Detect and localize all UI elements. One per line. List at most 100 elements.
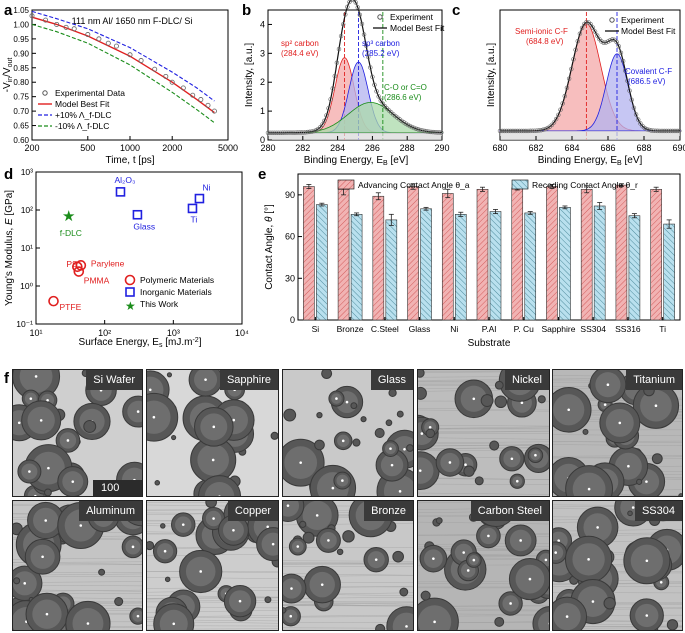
chart-b-exp-point <box>349 0 354 2</box>
droplet <box>406 444 413 452</box>
chart-c-exp-point <box>556 112 561 118</box>
chart-c: 680 682 684 686 688 690 Binding Energy, EB [e… <box>486 9 685 167</box>
droplet-highlight <box>390 463 394 467</box>
micrograph-glass: Glass <box>282 369 414 497</box>
chart-c-baseline <box>500 130 680 140</box>
chart-c-exp-point <box>584 20 589 25</box>
surface-scratch <box>418 430 549 433</box>
chart-c-exp-point <box>532 128 537 133</box>
chart-a-xtick-label: 200 <box>24 143 39 153</box>
droplet-core <box>538 611 549 630</box>
droplet-highlight <box>204 378 207 381</box>
legend-d-this: This Work <box>140 299 179 309</box>
chart-c-exp-point <box>553 116 559 122</box>
droplet-highlight <box>163 549 167 553</box>
droplet-highlight <box>199 570 202 573</box>
surface-scratch <box>418 426 549 429</box>
chart-d-point-inorganic <box>187 203 198 214</box>
surface-scratch <box>283 605 413 607</box>
droplet <box>160 523 166 529</box>
chart-b-exp-point <box>305 129 310 135</box>
chart-e-xtick-label: P.Al <box>482 324 497 334</box>
legend-b-exp: Experiment <box>390 12 434 22</box>
chart-a-data-point <box>96 36 102 42</box>
droplet <box>636 478 643 485</box>
surface-scratch <box>147 595 278 598</box>
chart-e-bar-receding <box>628 215 641 321</box>
chart-e-bar-advancing <box>337 188 350 321</box>
chart-b-exp-point <box>284 130 289 135</box>
chart-e-bar-advancing <box>441 193 454 321</box>
chart-c-xlabel: Binding Energy, EB [eV] <box>538 155 643 167</box>
droplet-highlight <box>464 463 467 467</box>
chart-c-exp-point <box>629 97 634 103</box>
chart-c-annot-cov: Covalent C-F (686.5 eV) <box>625 67 672 86</box>
chart-c-exp-point <box>646 127 652 133</box>
chart-c-exp-point <box>599 39 604 44</box>
chart-c-exp-point <box>519 128 524 134</box>
droplet-core <box>572 472 606 496</box>
chart-c-exp-point <box>534 128 539 133</box>
chart-a-data-point <box>190 92 196 98</box>
droplet-highlight <box>433 620 436 624</box>
droplet-highlight <box>212 517 215 520</box>
micrograph-label: Nickel <box>505 370 549 390</box>
chart-c-exp-point <box>523 128 529 134</box>
chart-b-exp-point <box>278 130 283 135</box>
droplet-highlight <box>398 490 402 493</box>
surface-scratch <box>283 560 413 562</box>
droplet <box>302 531 315 544</box>
chart-b-exp-point <box>345 4 350 10</box>
droplet-highlight <box>212 425 216 429</box>
droplet-highlight <box>320 583 324 586</box>
chart-a-xlabel: Time, t [ps] <box>105 155 154 166</box>
chart-e-bar-receding <box>350 214 363 321</box>
chart-b-exp-point <box>439 130 444 135</box>
chart-b-exp-point <box>292 130 298 135</box>
chart-c-exp-point <box>633 112 639 117</box>
chart-d-ytick-label: 10¹ <box>21 243 33 253</box>
droplet-highlight <box>41 555 44 559</box>
chart-e-ticks: 0 30 60 90 Si Bronze C.Steel Glass Ni P.Al P. Cu Sa… <box>285 190 666 334</box>
chart-b-exp-point <box>409 124 415 130</box>
droplet-highlight <box>603 403 607 406</box>
droplet <box>396 410 404 418</box>
chart-b-exp-point <box>290 130 296 135</box>
chart-e-xtick-label: Ti <box>659 324 666 334</box>
chart-d-xtick-label: 10¹ <box>29 328 42 338</box>
droplet-highlight <box>374 558 378 561</box>
chart-c-exp-point <box>592 29 598 34</box>
chart-e-ytick-label: 30 <box>285 273 295 283</box>
chart-e-legend: Advancing Contact Angle θ_a Receding Con… <box>337 179 638 190</box>
chart-e-bar-advancing <box>650 188 662 321</box>
chart-c-exp-point <box>631 105 637 111</box>
droplet-highlight <box>86 622 90 625</box>
chart-b-annot-sp2: sp² carbon (284.4 eV) <box>281 39 319 58</box>
droplet-highlight <box>152 415 156 419</box>
surface-scratch <box>418 492 549 495</box>
droplet <box>651 453 663 465</box>
surface-scratch <box>418 446 549 450</box>
droplet <box>283 607 287 614</box>
droplet-highlight <box>341 479 344 482</box>
panel-letter-a: a <box>4 2 13 19</box>
chart-b-exp-point <box>272 130 277 135</box>
chart-c-xtick-label: 680 <box>492 143 507 153</box>
chart-d-ylabel: Young's Modulus, E [GPa] <box>4 190 15 306</box>
chart-e-bar-advancing <box>476 188 489 321</box>
chart-b-xtick-label: 284 <box>330 143 345 153</box>
droplet-core <box>204 481 235 496</box>
droplet <box>270 431 278 440</box>
chart-a-ytick-label: 0.95 <box>13 35 29 44</box>
micrograph-label: Titanium <box>626 370 682 390</box>
micrograph-droplets <box>13 370 142 496</box>
droplet <box>375 623 386 630</box>
chart-e-xtick-label: Bronze <box>337 324 364 334</box>
chart-c-exp-point <box>670 128 675 134</box>
chart-c-exp-point <box>674 128 680 134</box>
chart-e-bar-advancing <box>372 195 385 321</box>
chart-a-data-point <box>63 24 69 30</box>
chart-b-exp-point <box>338 33 344 39</box>
legend-d-inorg: Inorganic Materials <box>140 287 212 297</box>
surface-scratch <box>283 602 413 605</box>
